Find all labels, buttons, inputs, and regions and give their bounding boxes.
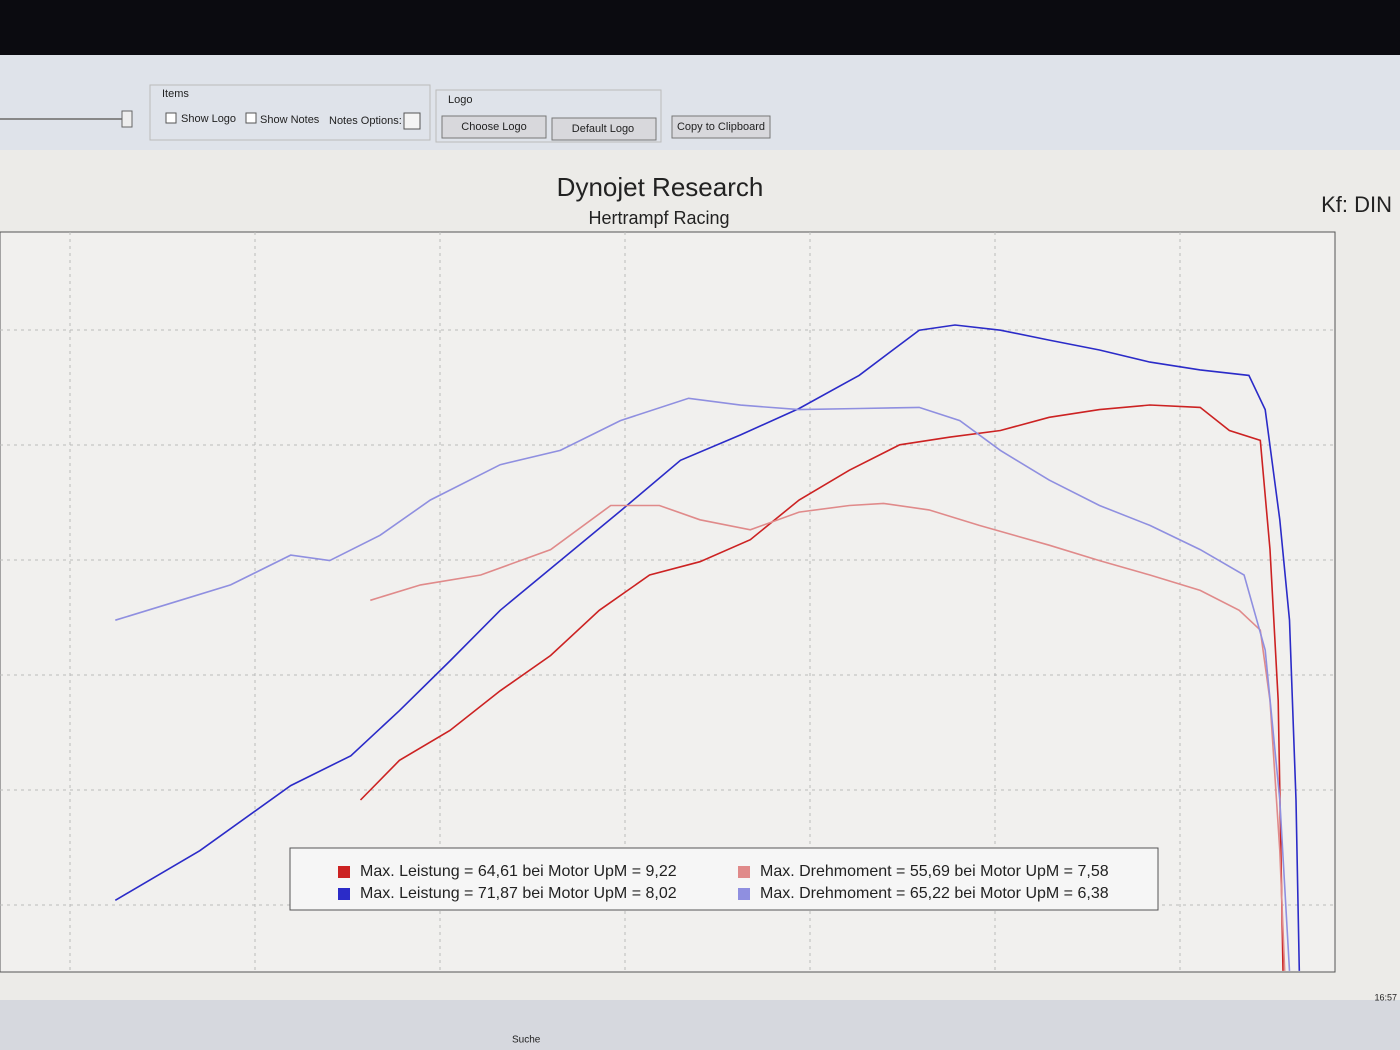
legend-label: Max. Leistung = 64,61 bei Motor UpM = 9,… (360, 863, 677, 880)
label: Notes Options: (329, 115, 402, 127)
annotation: Kf: DIN (1321, 192, 1392, 217)
chart-title: Dynojet Research (557, 172, 764, 202)
button[interactable] (671, 115, 771, 139)
logo-group (435, 89, 662, 143)
series-line (370, 502, 1286, 971)
dropdown[interactable] (403, 112, 421, 130)
chart-subtitle: Hertrampf Racing (588, 208, 729, 228)
series-line (359, 404, 1284, 971)
legend-label: Max. Leistung = 71,87 bei Motor UpM = 8,… (360, 885, 677, 902)
button-label: Default Logo (572, 123, 634, 135)
items-group (149, 84, 431, 141)
search-box[interactable]: Suche (512, 1035, 541, 1046)
legend-swatch (338, 888, 350, 900)
checkbox-label: Show Notes (260, 114, 320, 126)
legend-swatch (738, 866, 750, 878)
checkbox[interactable] (165, 112, 177, 124)
legend-box (289, 847, 1159, 911)
legend-swatch (738, 888, 750, 900)
button[interactable] (551, 117, 657, 141)
legend-label: Max. Drehmoment = 65,22 bei Motor UpM = … (760, 885, 1109, 902)
checkbox-label: Show Logo (181, 113, 236, 125)
group-label: Logo (448, 94, 472, 106)
legend-label: Max. Drehmoment = 55,69 bei Motor UpM = … (760, 863, 1109, 880)
legend: Max. Leistung = 64,61 bei Motor UpM = 9,… (289, 847, 1159, 911)
taskbar (0, 1000, 1400, 1050)
clock: 16:57 (1374, 992, 1397, 1002)
group-label: Items (162, 88, 189, 100)
series-line (114, 324, 1301, 971)
bezel (0, 0, 1400, 55)
legend-swatch (338, 866, 350, 878)
checkbox[interactable] (245, 112, 257, 124)
button-label: Copy to Clipboard (677, 121, 765, 133)
button-label: Choose Logo (461, 121, 526, 133)
button[interactable] (441, 115, 547, 139)
series-line (115, 397, 1291, 971)
slider-thumb[interactable] (121, 110, 133, 128)
